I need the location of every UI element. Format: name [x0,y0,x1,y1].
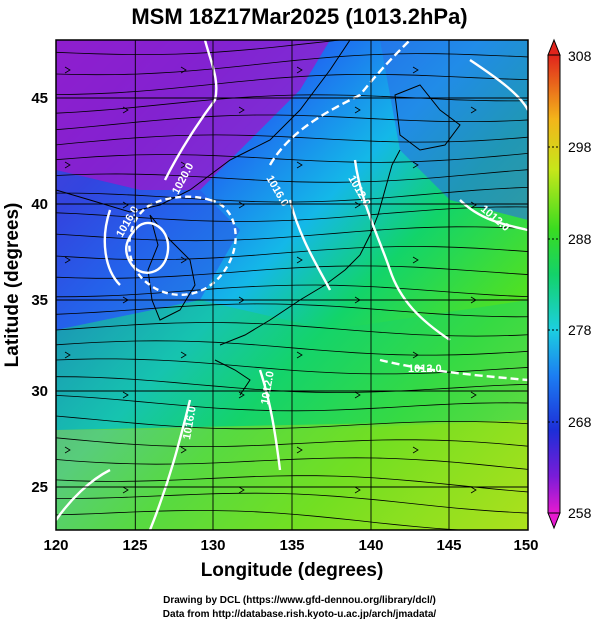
x-tick-label: 140 [358,537,383,554]
colorbar-tick-label: 298 [568,139,592,155]
x-axis-title: Longitude (degrees) [201,560,384,581]
colorbar-top-arrow [547,38,561,56]
streamline [56,40,346,56]
y-tick-label: 40 [31,196,48,213]
y-tick-label: 35 [31,292,48,309]
streamline [56,265,528,279]
colorbar-bottom-arrow [547,512,561,530]
streamline [56,457,528,470]
plot-frame [55,39,529,531]
streamline [56,226,528,242]
streamline-arrow [296,446,303,454]
streamline-arrow [180,446,187,454]
x-tick-label: 135 [279,537,304,554]
colorbar-tick-label: 288 [568,231,592,247]
streamline [56,437,528,447]
colorbar-tick-label: 308 [568,48,592,64]
isobar-contours [56,40,528,530]
wind-streamlines [56,40,528,530]
streamline [56,152,528,163]
contour-label: 1012.0 [408,363,442,375]
streamline [56,284,528,298]
streamline-arrow [180,161,187,169]
colorbar-tick-label: 278 [568,322,592,338]
y-tick-label: 45 [31,90,48,107]
streamline-arrow [412,161,419,169]
streamline [56,415,528,430]
streamline-arrow [238,486,245,494]
streamline [56,322,528,337]
streamline-arrow [180,66,187,74]
x-tick-labels: 120 125 130 135 140 145 150 [43,537,538,554]
streamline-arrow [238,106,245,114]
streamline-arrow [296,161,303,169]
streamline-arrow [64,256,71,264]
streamline-arrow [238,391,245,399]
streamline [56,134,528,146]
streamline [56,492,528,514]
streamline-arrow [470,201,477,209]
streamline [56,186,528,203]
graticule [56,40,528,530]
colorbar-tick-label: 258 [568,505,592,521]
streamline [56,376,528,393]
streamline [56,114,528,131]
streamline-arrow [296,256,303,264]
streamline [56,303,528,318]
streamline [56,246,528,261]
streamline-arrow [470,106,477,114]
y-tick-label: 30 [31,383,48,400]
streamline-arrow [412,446,419,454]
streamline-arrow [238,201,245,209]
streamline-arrow [296,66,303,74]
streamline [56,94,528,114]
streamline-arrow [354,106,361,114]
streamline [56,53,528,76]
credit-drawing: Drawing by DCL (https://www.gfd-dennou.o… [163,595,436,606]
contour-label: 1016.0 [181,405,199,440]
streamline-arrow [122,201,129,209]
streamline-arrow [470,391,477,399]
streamline-arrow [354,391,361,399]
credit-data-source: Data from http://database.rish.kyoto-u.a… [162,609,437,620]
contour-label: 1012.0 [259,370,277,405]
streamline-arrow [354,486,361,494]
streamline [56,169,528,183]
streamline-arrow [296,351,303,359]
colorbar-bar [547,54,561,514]
y-tick-label: 25 [31,479,48,496]
streamline-arrow [122,391,129,399]
colorbar-tick-label: 268 [568,414,592,430]
x-tick-label: 150 [513,537,538,554]
x-tick-label: 120 [43,537,68,554]
streamline-arrow [180,256,187,264]
coastlines [56,40,461,396]
streamline-arrow [64,161,71,169]
streamline-arrow [412,256,419,264]
x-tick-label: 145 [436,537,461,554]
streamline [56,475,528,493]
y-axis-title: Latitude (degrees) [2,203,23,368]
streamline-arrow [122,106,129,114]
y-tick-labels: 25 30 35 40 45 [31,90,48,496]
streamline-arrow [412,66,419,74]
streamline-arrow [354,201,361,209]
streamline-arrow [64,446,71,454]
streamline [56,340,528,356]
x-tick-label: 130 [200,537,225,554]
streamline [56,74,528,95]
colorbar: 308 298 288 278 268 258 [547,38,592,530]
streamline-arrow [64,66,71,74]
streamline-arrow [470,486,477,494]
streamline-arrow [122,486,129,494]
streamline [56,395,528,412]
streamline-arrow [180,351,187,359]
streamline-arrow [64,351,71,359]
x-tick-label: 125 [122,537,147,554]
map-title: MSM 18Z17Mar2025 (1013.2hPa) [131,4,468,29]
streamline-arrow [412,351,419,359]
